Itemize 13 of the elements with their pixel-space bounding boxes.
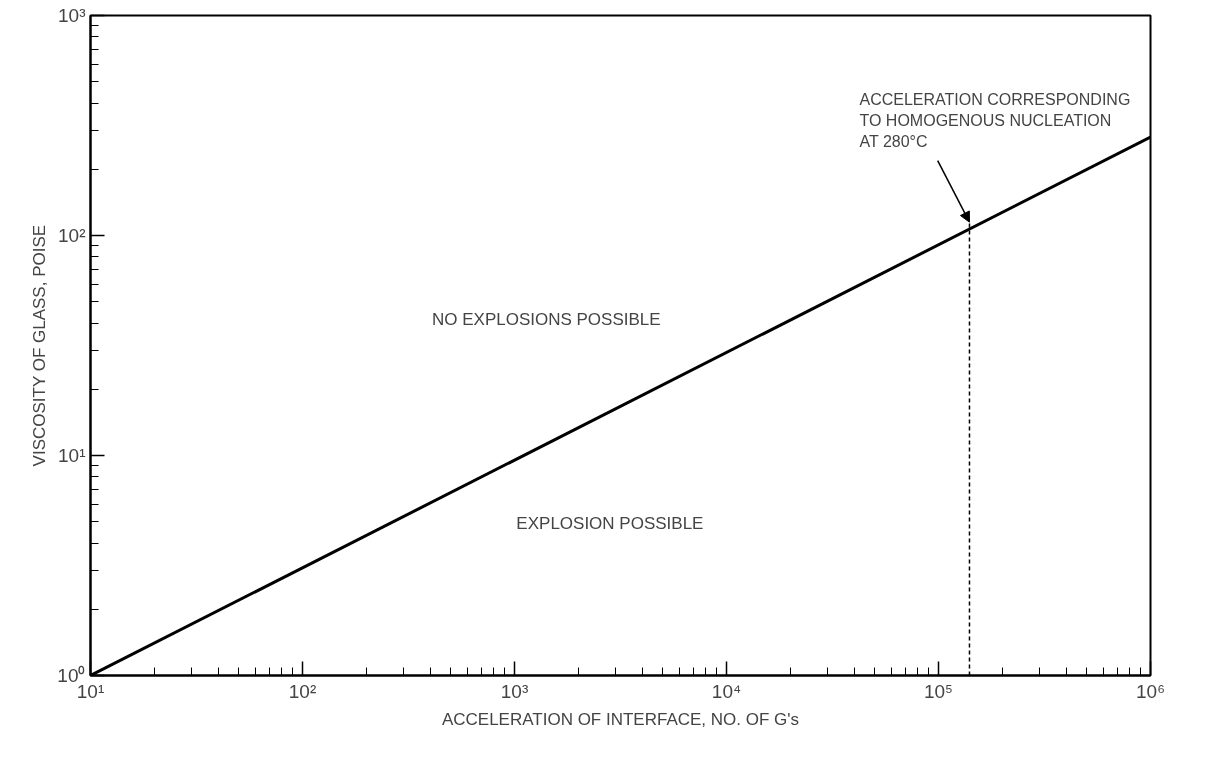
y-axis-title: VISCOSITY OF GLASS, POISE [30,224,50,467]
x-tick-label: 10³ [500,680,529,702]
x-tick-label: 10⁵ [923,680,954,702]
x-tick-label: 10⁶ [1136,680,1165,702]
y-tick-label: 10³ [58,5,86,26]
x-tick-label: 10⁴ [711,680,742,702]
x-axis-title: ACCELERATION OF INTERFACE, NO. OF G's [441,709,800,729]
annotation: EXPLOSION POSSIBLE [516,514,704,534]
y-tick-label: 10¹ [58,445,86,466]
y-tick-label: 10² [58,225,86,246]
annotation: ACCELERATION CORRESPONDING TO HOMOGENOUS NUCLEATION AT 280°C [859,90,1131,151]
annotation: NO EXPLOSIONS POSSIBLE [431,309,661,329]
x-tick-label: 10² [288,680,317,702]
